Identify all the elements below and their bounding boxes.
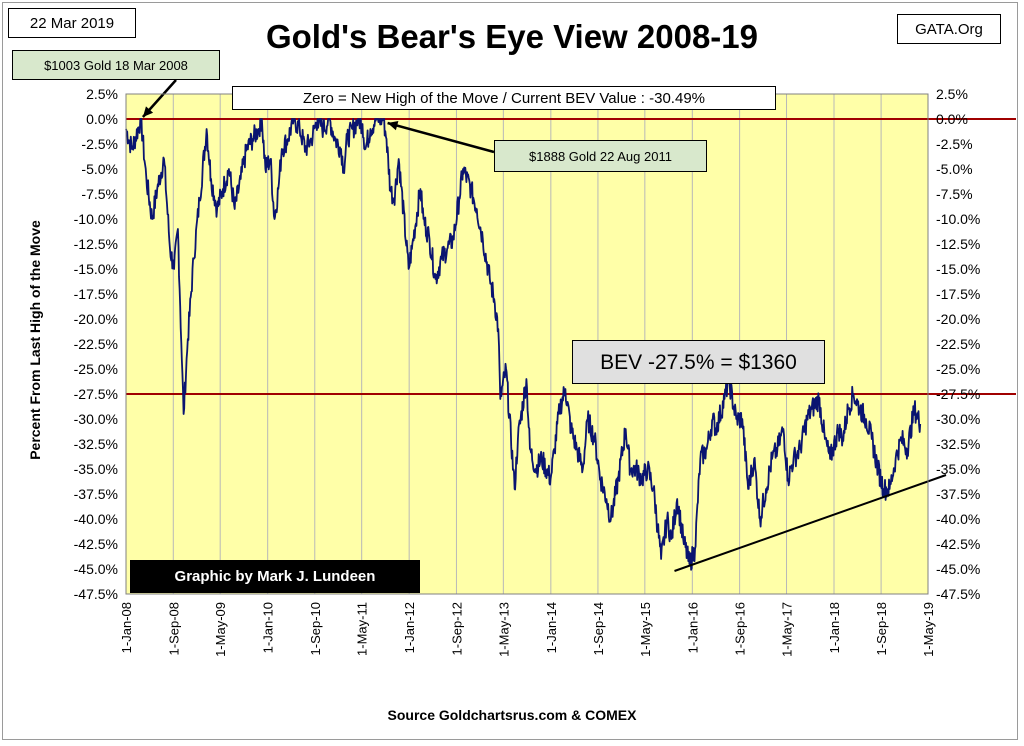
y-tick-label-left: -27.5% [74, 386, 118, 402]
y-tick-label-left: -15.0% [74, 261, 118, 277]
x-tick-label: 1-May-09 [213, 602, 228, 657]
x-tick-label: 1-Sep-10 [308, 602, 323, 655]
x-tick-label: 1-Sep-18 [874, 602, 889, 655]
x-tick-label: 1-Jan-18 [827, 602, 842, 653]
y-tick-label-right: -32.5% [936, 436, 980, 452]
reference-lines [126, 118, 1016, 395]
y-tick-label-left: -2.5% [81, 136, 118, 152]
bev-level-box: BEV -27.5% = $1360 [572, 340, 825, 384]
x-tick-label: 1-Sep-14 [591, 602, 606, 655]
x-tick-label: 1-May-17 [780, 602, 795, 657]
x-tick-label: 1-Sep-12 [449, 602, 464, 655]
y-tick-labels-right: 2.5% 0.0% -2.5% -5.0% -7.5% -10.0% -12.5% -15.0… [936, 86, 980, 602]
x-tick-label: 1-Sep-16 [733, 602, 748, 655]
y-tick-label-right: -17.5% [936, 286, 980, 302]
y-tick-labels-left: 2.5% 0.0% -2.5% -5.0% -7.5% -10.0% -12.5% -15.0… [74, 86, 118, 602]
y-tick-label-right: 2.5% [936, 86, 968, 102]
site-label: GATA.Org [897, 14, 1001, 44]
y-tick-label-left: -35.0% [74, 461, 118, 477]
y-tick-label-right: -12.5% [936, 236, 980, 252]
x-tick-label: 1-May-19 [921, 602, 936, 657]
y-tick-label-left: -32.5% [74, 436, 118, 452]
series-line [125, 118, 922, 571]
y-tick-label-right: -35.0% [936, 461, 980, 477]
credit-label: Graphic by Mark J. Lundeen [130, 560, 420, 593]
y-tick-label-left: -5.0% [81, 161, 118, 177]
y-tick-label-right: -27.5% [936, 386, 980, 402]
y-tick-label-left: -45.0% [74, 561, 118, 577]
y-tick-label-right: -20.0% [936, 311, 980, 327]
y-tick-label-left: 2.5% [86, 86, 118, 102]
callout-arrows [141, 79, 495, 154]
zero-note-box: Zero = New High of the Move / Current BE… [232, 86, 776, 110]
y-tick-label-right: -7.5% [936, 186, 973, 202]
callout-arrow-head [387, 120, 399, 131]
y-tick-label-right: 0.0% [936, 111, 968, 127]
y-tick-label-left: -17.5% [74, 286, 118, 302]
x-tick-label: 1-May-13 [496, 602, 511, 657]
y-axis-label: Percent From Last High of the Move [27, 220, 43, 460]
x-tick-label: 1-May-15 [638, 602, 653, 657]
y-tick-label-left: -40.0% [74, 511, 118, 527]
y-tick-label-left: -10.0% [74, 211, 118, 227]
callout-arrow-shaft [387, 121, 495, 154]
y-tick-label-right: -30.0% [936, 411, 980, 427]
x-tick-label: 1-Jan-08 [119, 602, 134, 653]
x-axis-source-label: Source Goldchartsrus.com & COMEX [388, 707, 638, 723]
y-tick-label-left: -42.5% [74, 536, 118, 552]
y-tick-label-right: -10.0% [936, 211, 980, 227]
y-tick-label-left: -22.5% [74, 336, 118, 352]
annotation-high-2008: $1003 Gold 18 Mar 2008 [12, 50, 220, 80]
y-tick-label-right: -22.5% [936, 336, 980, 352]
y-tick-label-left: -7.5% [81, 186, 118, 202]
x-tick-label: 1-Jan-16 [685, 602, 700, 653]
y-tick-label-right: -42.5% [936, 536, 980, 552]
x-tick-label: 1-Sep-08 [166, 602, 181, 655]
y-tick-label-right: -5.0% [936, 161, 973, 177]
callout-arrow-head [142, 106, 154, 117]
annotation-high-2011: $1888 Gold 22 Aug 2011 [494, 140, 707, 172]
y-tick-label-left: -25.0% [74, 361, 118, 377]
date-label: 22 Mar 2019 [8, 8, 136, 38]
y-tick-label-left: -47.5% [74, 586, 118, 602]
y-tick-label-right: -25.0% [936, 361, 980, 377]
trend-line [674, 474, 947, 572]
y-tick-label-left: -30.0% [74, 411, 118, 427]
y-tick-label-right: -47.5% [936, 586, 980, 602]
chart-title: Gold's Bear's Eye View 2008-19 [265, 18, 759, 55]
y-tick-label-left: -20.0% [74, 311, 118, 327]
x-tick-label: 1-May-11 [355, 602, 370, 656]
y-tick-label-left: -37.5% [74, 486, 118, 502]
y-tick-label-right: -2.5% [936, 136, 973, 152]
y-tick-label-right: -15.0% [936, 261, 980, 277]
y-tick-label-left: 0.0% [86, 111, 118, 127]
x-tick-label: 1-Jan-10 [261, 602, 276, 653]
y-tick-label-right: -45.0% [936, 561, 980, 577]
x-tick-label: 1-Jan-12 [402, 602, 417, 653]
x-tick-labels: 1-Jan-08 1-Sep-08 1-May-09 1-Jan-10 1-Sep-10… [119, 602, 936, 657]
y-tick-label-left: -12.5% [74, 236, 118, 252]
x-tick-label: 1-Jan-14 [544, 602, 559, 653]
y-tick-label-right: -37.5% [936, 486, 980, 502]
y-tick-label-right: -40.0% [936, 511, 980, 527]
